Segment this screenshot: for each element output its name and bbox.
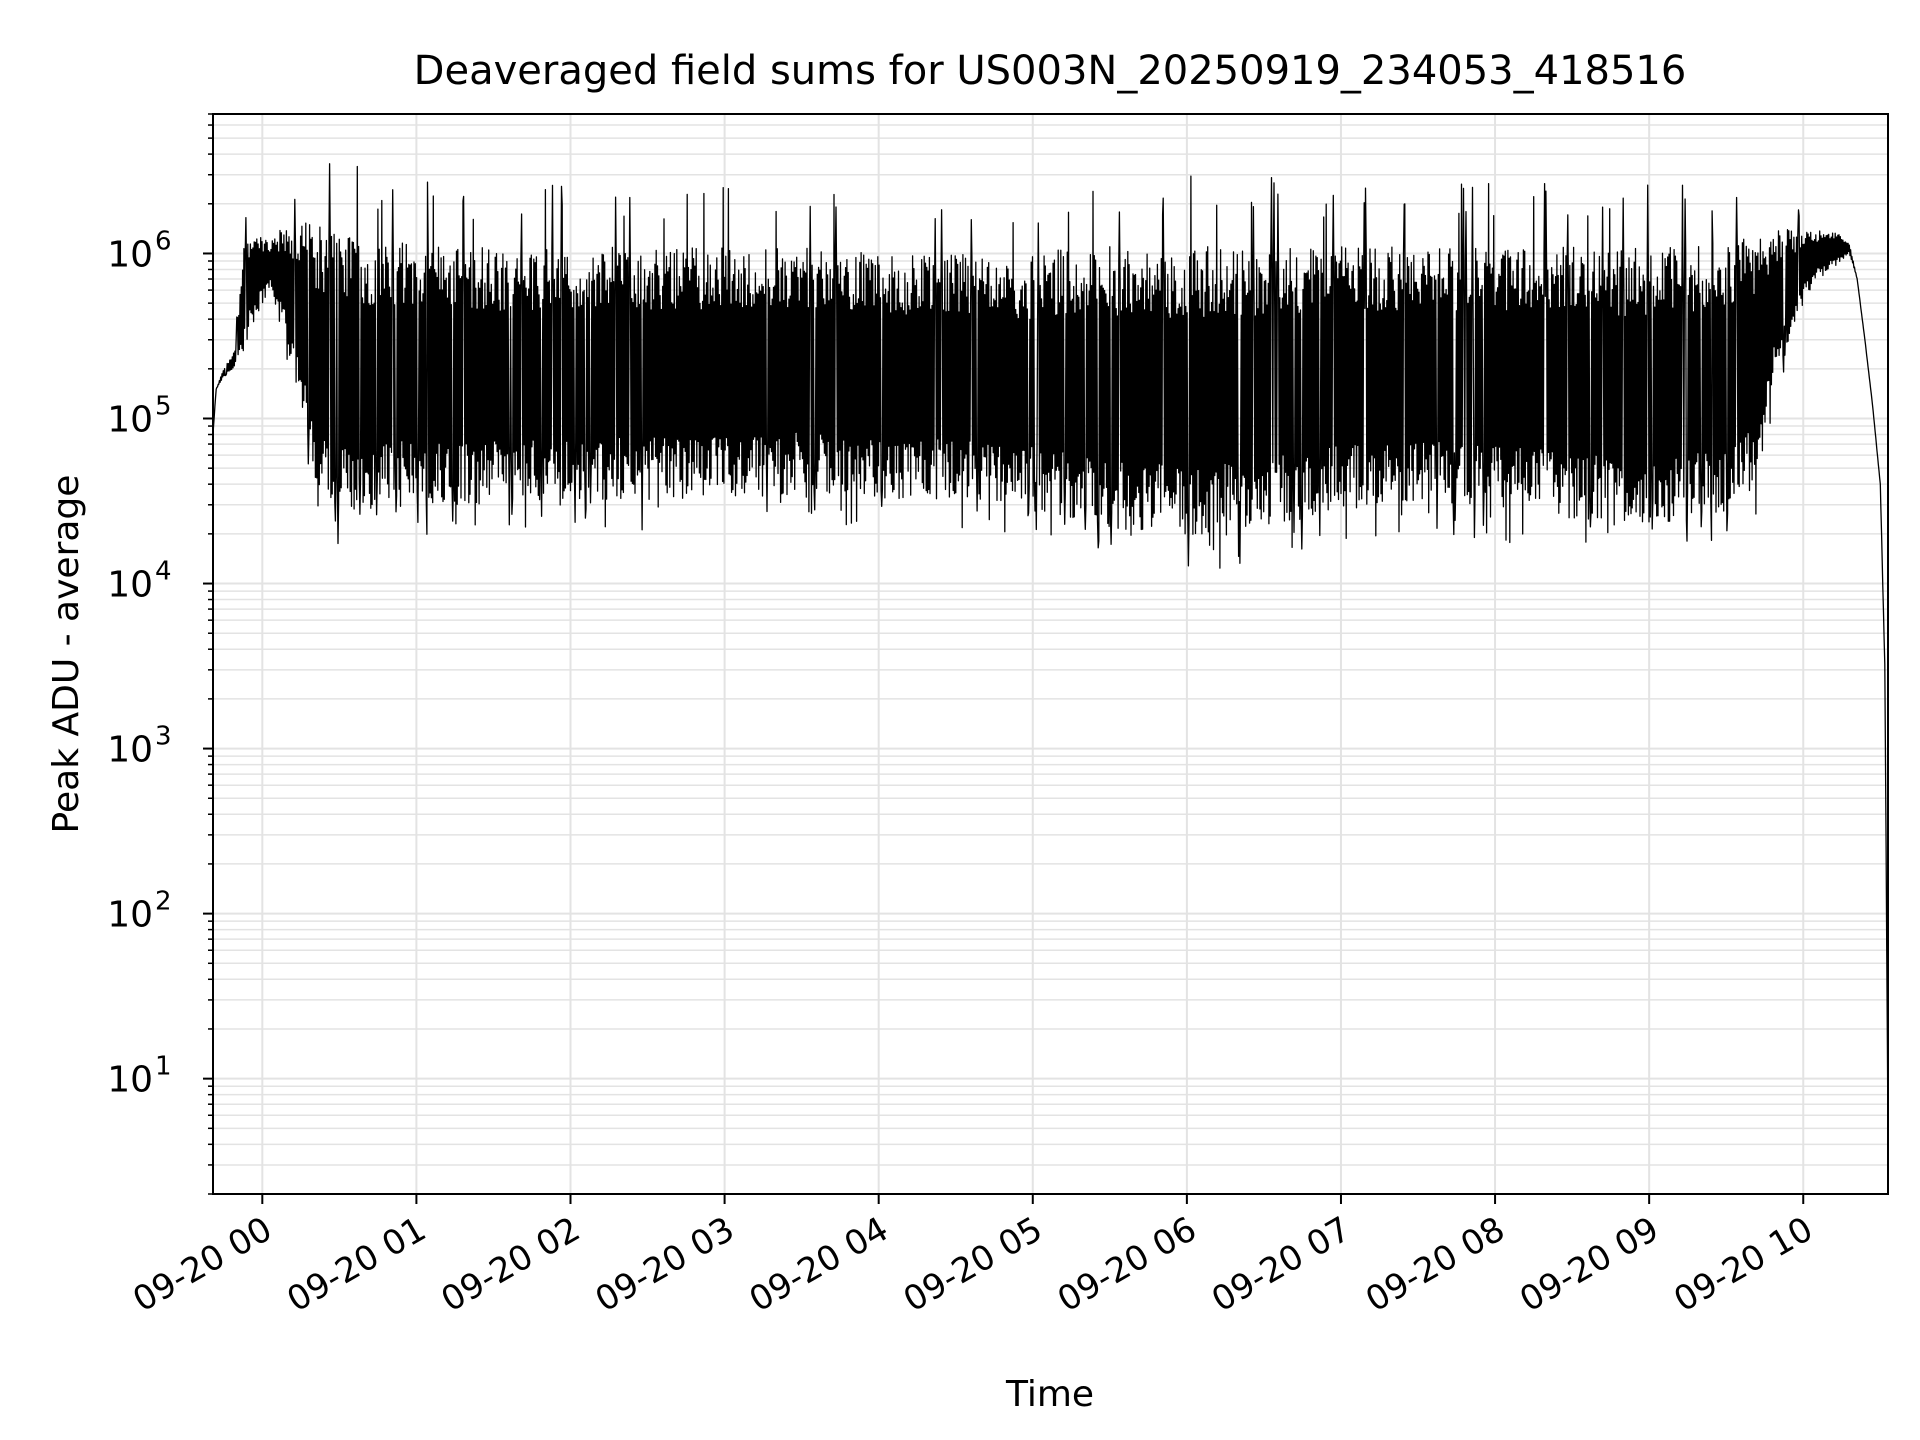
y-tick-label: 10 xyxy=(107,1060,153,1101)
y-tick-label: 10 xyxy=(107,895,153,936)
y-tick-exponent: 4 xyxy=(155,557,172,587)
y-tick-exponent: 1 xyxy=(155,1052,172,1082)
plot-frame xyxy=(212,113,1889,1195)
y-tick-label: 10 xyxy=(107,565,153,606)
chart-title: Deaveraged field sums for US003N_2025091… xyxy=(414,48,1687,94)
y-tick-exponent: 5 xyxy=(155,392,172,422)
y-tick-exponent: 2 xyxy=(155,887,172,917)
y-tick-exponent: 3 xyxy=(155,722,172,752)
y-axis-label: Peak ADU - average xyxy=(46,475,87,834)
y-tick-label: 10 xyxy=(107,730,153,771)
data-layer xyxy=(212,163,1889,1145)
y-tick-label: 10 xyxy=(107,400,153,441)
y-tick-exponent: 6 xyxy=(155,226,172,256)
data-series-line xyxy=(212,163,1889,1145)
x-axis-label: Time xyxy=(1005,1374,1094,1415)
y-tick-label: 10 xyxy=(107,234,153,275)
